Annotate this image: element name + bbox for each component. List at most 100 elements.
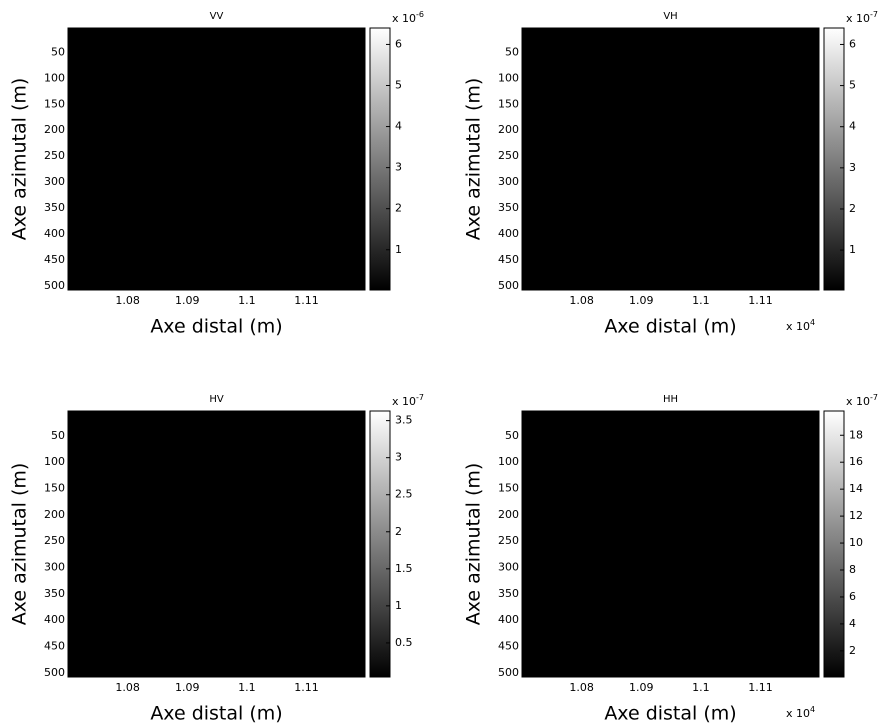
axis-multiplier: x 10-6 — [392, 10, 424, 26]
colorbar — [823, 410, 845, 678]
y-tick-label: 300 — [44, 175, 65, 188]
x-tick-label: 1.09 — [175, 681, 200, 694]
x-tick-label: 1.08 — [115, 294, 140, 307]
multiplier-base: x 10 — [846, 12, 870, 25]
y-tick-label: 450 — [498, 253, 519, 266]
axis-multiplier: x 104 — [786, 705, 815, 721]
y-tick-label: 200 — [498, 123, 519, 136]
colorbar-tick-label: 3 — [849, 161, 856, 174]
y-tick-label: 100 — [44, 455, 65, 468]
x-tick-label: 1.1 — [238, 681, 256, 694]
y-tick-label: 150 — [44, 481, 65, 494]
y-tick-label: 150 — [498, 481, 519, 494]
x-tick-label: 1.11 — [748, 681, 773, 694]
multiplier-base: x 10 — [392, 395, 416, 408]
colorbar-tick-label: 1.5 — [395, 562, 413, 575]
x-tick-label: 1.08 — [569, 294, 594, 307]
y-tick-label: 500 — [44, 666, 65, 679]
axis-multiplier: x 10-7 — [392, 393, 424, 409]
colorbar-tick-label: 16 — [849, 455, 863, 468]
axes-frame — [521, 27, 820, 291]
image — [68, 411, 365, 677]
x-axis-label: Axe distal (m) — [150, 316, 282, 338]
colorbar-tick-label: 6 — [849, 37, 856, 50]
x-tick-label: 1.09 — [629, 681, 654, 694]
y-tick-label: 250 — [498, 149, 519, 162]
axis-multiplier: x 10-7 — [846, 393, 878, 409]
y-tick-label: 200 — [498, 508, 519, 521]
y-tick-label: 100 — [44, 71, 65, 84]
x-tick-label: 1.1 — [692, 294, 710, 307]
colorbar-tick-label: 6 — [395, 37, 402, 50]
multiplier-exponent: -7 — [416, 393, 424, 402]
y-tick-label: 250 — [44, 534, 65, 547]
y-tick-label: 350 — [498, 587, 519, 600]
colorbar-tick-label: 1 — [849, 243, 856, 256]
y-tick-label: 250 — [498, 534, 519, 547]
colorbar-tick-label: 0.5 — [395, 636, 413, 649]
multiplier-base: x 10 — [786, 707, 810, 720]
x-tick-label: 1.09 — [175, 294, 200, 307]
y-tick-label: 500 — [498, 666, 519, 679]
colorbar-tick-label: 1 — [395, 599, 402, 612]
chart-title: VH — [663, 11, 677, 22]
y-tick-label: 50 — [505, 45, 519, 58]
chart-title: HV — [209, 394, 224, 405]
y-axis-label: Axe azimutal (m) — [463, 78, 485, 241]
y-tick-label: 400 — [498, 613, 519, 626]
colorbar-tick-label: 2 — [849, 644, 856, 657]
colorbar-tick-label: 5 — [395, 78, 402, 91]
colorbar-tick-label: 2 — [849, 202, 856, 215]
colorbar-tick-label: 1 — [395, 243, 402, 256]
y-axis-label: Axe azimutal (m) — [9, 78, 31, 241]
x-tick-label: 1.08 — [115, 681, 140, 694]
axes-frame — [521, 410, 820, 678]
chart-title: VV — [210, 11, 224, 22]
y-tick-label: 50 — [51, 45, 65, 58]
multiplier-exponent: -6 — [416, 10, 424, 19]
y-tick-label: 300 — [498, 175, 519, 188]
colorbar-tick-label: 5 — [849, 79, 856, 92]
colorbar-tick-label: 10 — [849, 536, 863, 549]
multiplier-exponent: 4 — [810, 318, 815, 327]
y-tick-label: 400 — [498, 227, 519, 240]
y-tick-label: 150 — [498, 97, 519, 110]
multiplier-base: x 10 — [392, 12, 416, 25]
y-tick-label: 200 — [44, 123, 65, 136]
y-tick-label: 100 — [498, 455, 519, 468]
y-axis-label: Axe azimutal (m) — [9, 463, 31, 626]
multiplier-base: x 10 — [786, 320, 810, 333]
x-axis-label: Axe distal (m) — [604, 316, 736, 338]
x-axis-label: Axe distal (m) — [150, 703, 282, 725]
y-tick-label: 450 — [44, 639, 65, 652]
colorbar-tick-label: 6 — [849, 590, 856, 603]
y-tick-label: 300 — [44, 560, 65, 573]
x-tick-label: 1.1 — [238, 294, 256, 307]
y-tick-label: 500 — [498, 279, 519, 292]
colorbar-tick-label: 4 — [849, 120, 856, 133]
x-tick-label: 1.1 — [692, 681, 710, 694]
colorbar — [369, 410, 391, 678]
multiplier-exponent: 4 — [810, 705, 815, 714]
y-tick-label: 250 — [44, 149, 65, 162]
x-tick-label: 1.08 — [569, 681, 594, 694]
y-tick-label: 350 — [498, 201, 519, 214]
colorbar-tick-label: 4 — [395, 120, 402, 133]
colorbar-tick-label: 3.5 — [395, 414, 413, 427]
colorbar-tick-label: 3 — [395, 161, 402, 174]
axes-frame — [67, 410, 366, 678]
y-tick-label: 100 — [498, 71, 519, 84]
x-axis-label: Axe distal (m) — [604, 703, 736, 725]
colorbar-tick-label: 8 — [849, 563, 856, 576]
colorbar-tick-label: 2 — [395, 525, 402, 538]
x-tick-label: 1.11 — [294, 681, 319, 694]
x-tick-label: 1.11 — [294, 294, 319, 307]
colorbar-tick-label: 18 — [849, 428, 863, 441]
y-tick-label: 500 — [44, 279, 65, 292]
y-tick-label: 300 — [498, 560, 519, 573]
colorbar-tick-label: 4 — [849, 617, 856, 630]
chart-title: HH — [663, 394, 678, 405]
multiplier-exponent: -7 — [870, 10, 878, 19]
axes-frame — [67, 27, 366, 291]
